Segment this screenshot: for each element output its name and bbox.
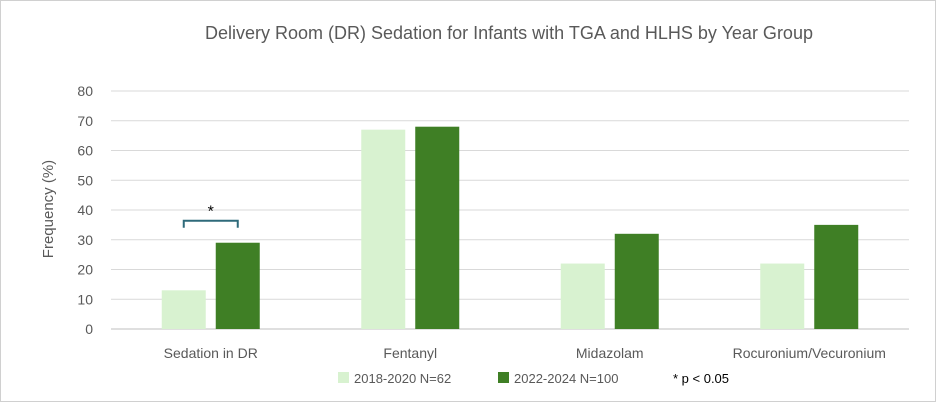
legend-swatch — [498, 372, 509, 383]
y-tick-label: 70 — [77, 113, 93, 129]
legend-label: 2018-2020 N=62 — [354, 371, 451, 386]
x-axis-ticks: Sedation in DR Fentanyl Midazolam Rocuroniu… — [164, 345, 886, 361]
y-tick-label: 0 — [85, 321, 93, 337]
bar-series2 — [614, 233, 659, 329]
y-tick-label: 10 — [77, 291, 93, 307]
x-tick-label: Midazolam — [576, 345, 644, 361]
legend-footnote: * p < 0.05 — [673, 371, 729, 386]
y-axis-label: Frequency (%) — [40, 160, 57, 258]
y-tick-label: 60 — [77, 143, 93, 159]
legend-swatch — [338, 372, 349, 383]
y-tick-label: 30 — [77, 232, 93, 248]
y-tick-label: 50 — [77, 172, 93, 188]
significance-annotation: * — [182, 204, 239, 228]
chart-title: Delivery Room (DR) Sedation for Infants … — [205, 23, 813, 43]
bar-series2 — [215, 242, 260, 329]
bar-series1 — [560, 263, 605, 329]
x-tick-label: Sedation in DR — [164, 345, 258, 361]
bar-series2 — [814, 224, 859, 329]
x-tick-label: Fentanyl — [383, 345, 437, 361]
y-tick-label: 40 — [77, 202, 93, 218]
bar-series1 — [161, 290, 206, 329]
y-axis-ticks: 0 10 20 30 40 50 60 70 80 — [77, 83, 93, 337]
x-tick-label: Rocuronium/Vecuronium — [733, 345, 886, 361]
y-tick-label: 20 — [77, 262, 93, 278]
y-tick-label: 80 — [77, 83, 93, 99]
bars — [161, 126, 859, 329]
significance-star: * — [208, 204, 214, 221]
legend: 2018-2020 N=62 2022-2024 N=100 * p < 0.05 — [338, 371, 729, 386]
bar-series2 — [415, 126, 460, 329]
bar-series1 — [361, 129, 406, 329]
legend-label: 2022-2024 N=100 — [514, 371, 618, 386]
bar-series1 — [760, 263, 805, 329]
significance-bracket — [182, 219, 239, 228]
